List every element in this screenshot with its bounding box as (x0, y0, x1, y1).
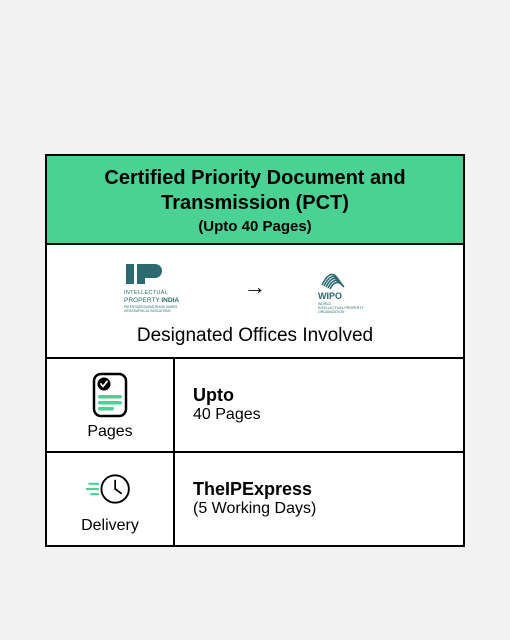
header-title: Certified Priority Document and Transmis… (59, 166, 451, 216)
delivery-icon-cell: Delivery (47, 453, 175, 545)
offices-section: INTELLECTUAL PROPERTY INDIA PATENTS|DESI… (47, 245, 463, 359)
delivery-title: TheIPExpress (193, 479, 445, 500)
pages-icon (86, 369, 134, 421)
info-card: Certified Priority Document and Transmis… (45, 154, 465, 547)
pages-detail: Upto 40 Pages (175, 359, 463, 451)
pages-label: Pages (87, 423, 132, 441)
pages-row: Pages Upto 40 Pages (47, 359, 463, 453)
pages-title: Upto (193, 385, 445, 406)
header-subtitle: (Upto 40 Pages) (59, 218, 451, 235)
svg-text:WIPO: WIPO (318, 291, 342, 301)
delivery-detail: TheIPExpress (5 Working Days) (175, 453, 463, 545)
offices-caption: Designated Offices Involved (57, 325, 453, 347)
delivery-row: Delivery TheIPExpress (5 Working Days) (47, 453, 463, 545)
ip-india-logo: INTELLECTUAL PROPERTY INDIA PATENTS|DESI… (122, 262, 222, 312)
wipo-icon: WIPO WORLD INTELLECTUAL PROPERTY ORGANIZ… (288, 259, 388, 315)
delivery-label: Delivery (81, 517, 139, 535)
svg-text:ORGANIZATION: ORGANIZATION (318, 310, 345, 314)
svg-text:PROPERTY INDIA: PROPERTY INDIA (124, 297, 179, 304)
logos-row: INTELLECTUAL PROPERTY INDIA PATENTS|DESI… (57, 259, 453, 315)
delivery-subtitle: (5 Working Days) (193, 500, 445, 518)
pages-icon-cell: Pages (47, 359, 175, 451)
wipo-logo: WIPO WORLD INTELLECTUAL PROPERTY ORGANIZ… (288, 259, 388, 315)
arrow-icon: → (244, 274, 266, 300)
card-header: Certified Priority Document and Transmis… (47, 156, 463, 245)
ip-india-icon: INTELLECTUAL PROPERTY INDIA PATENTS|DESI… (122, 262, 222, 312)
svg-text:GEOGRAPHICAL INDICATIONS: GEOGRAPHICAL INDICATIONS (124, 309, 171, 312)
pages-subtitle: 40 Pages (193, 406, 445, 424)
svg-text:INTELLECTUAL: INTELLECTUAL (124, 290, 168, 296)
delivery-icon (86, 463, 134, 515)
